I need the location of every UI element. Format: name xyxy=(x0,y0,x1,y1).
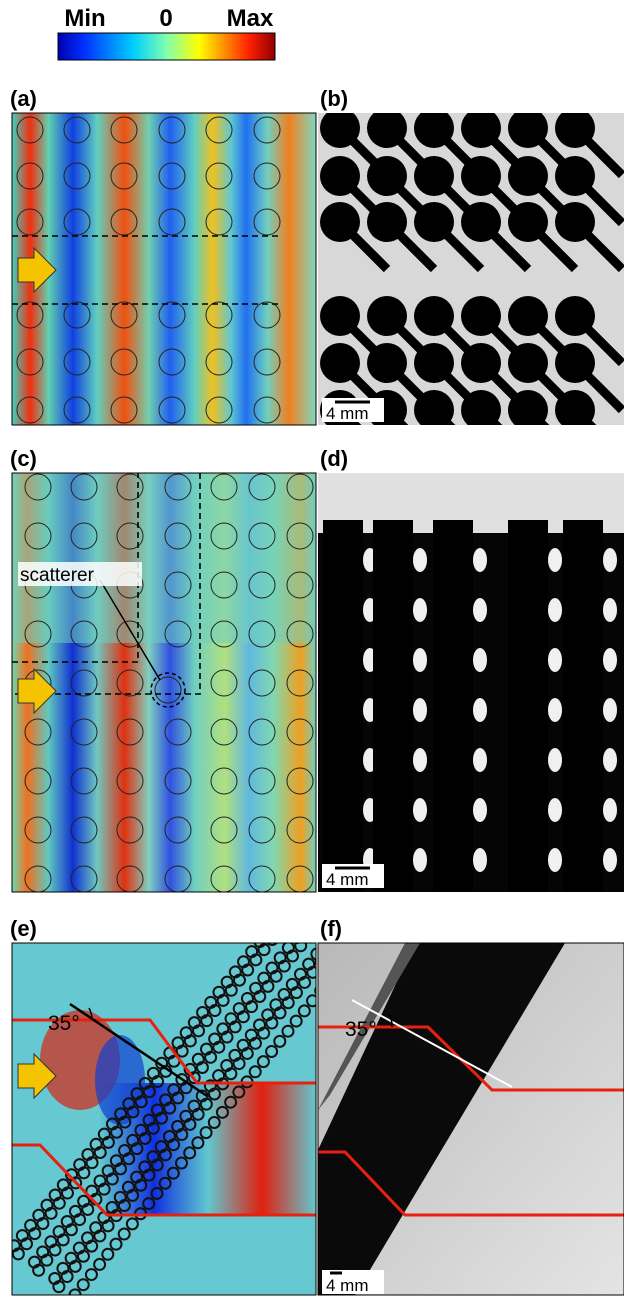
gap xyxy=(548,698,562,722)
wave-field xyxy=(12,113,316,425)
panel-label: (c) xyxy=(10,446,37,471)
gap xyxy=(603,748,617,772)
gap xyxy=(413,698,427,722)
cylinder xyxy=(283,914,294,925)
cylinder xyxy=(275,924,286,935)
gap xyxy=(548,648,562,672)
gap xyxy=(473,798,487,822)
column xyxy=(323,520,363,900)
page: Min 0 Max (a) (b) (c) (d) (e) (f) 4 mm s… xyxy=(0,0,624,1298)
gap xyxy=(603,798,617,822)
panel-c: scatterer xyxy=(12,473,316,892)
column xyxy=(563,520,603,900)
gap xyxy=(473,598,487,622)
gap xyxy=(473,698,487,722)
scale-bar-label: 4 mm xyxy=(326,1276,369,1295)
annotation: scatterer xyxy=(20,565,95,586)
angle-label: 35° xyxy=(48,1012,80,1035)
panel-label: (a) xyxy=(10,86,37,111)
gap xyxy=(603,598,617,622)
cylinder xyxy=(291,932,302,943)
column xyxy=(433,520,473,900)
cylinder xyxy=(279,906,290,917)
scale-bar-label: 4 mm xyxy=(326,870,369,889)
panel-a xyxy=(12,113,316,425)
gap xyxy=(603,548,617,572)
gap xyxy=(603,698,617,722)
angle-label: 35° xyxy=(345,1018,377,1041)
panel-d: 4 mm xyxy=(318,473,624,900)
gap xyxy=(413,798,427,822)
gap xyxy=(413,648,427,672)
column xyxy=(508,520,548,900)
gap xyxy=(473,848,487,872)
gap xyxy=(603,848,617,872)
gap xyxy=(413,598,427,622)
cylinder xyxy=(303,930,314,941)
gap xyxy=(548,848,562,872)
gap xyxy=(413,848,427,872)
gap xyxy=(548,798,562,822)
cylinder xyxy=(299,922,310,933)
gap xyxy=(413,748,427,772)
gap xyxy=(548,748,562,772)
panel-e: 35° xyxy=(9,906,351,1298)
colorbar-min: Min xyxy=(64,5,105,32)
column xyxy=(373,520,413,900)
panel-label: (e) xyxy=(10,916,37,941)
gap xyxy=(548,598,562,622)
gap xyxy=(473,548,487,572)
gap xyxy=(603,648,617,672)
scale-bar-label: 4 mm xyxy=(326,404,369,423)
colorbar xyxy=(58,33,275,60)
colorbar-max: Max xyxy=(227,5,274,32)
figure: Min 0 Max (a) (b) (c) (d) (e) (f) 4 mm s… xyxy=(0,0,624,1298)
panel-label: (f) xyxy=(320,916,342,941)
wave-field-top xyxy=(12,473,316,643)
gap xyxy=(473,648,487,672)
panel-label: (d) xyxy=(320,446,348,471)
panel-label: (b) xyxy=(320,86,348,111)
panel-b: 4 mm xyxy=(318,108,624,457)
cylinder xyxy=(271,916,282,927)
gap xyxy=(473,748,487,772)
gap xyxy=(548,548,562,572)
panel-f: 35° 4 mm xyxy=(318,943,624,1295)
cylinder xyxy=(263,926,274,937)
colorbar-zero: 0 xyxy=(159,5,172,32)
gap xyxy=(413,548,427,572)
